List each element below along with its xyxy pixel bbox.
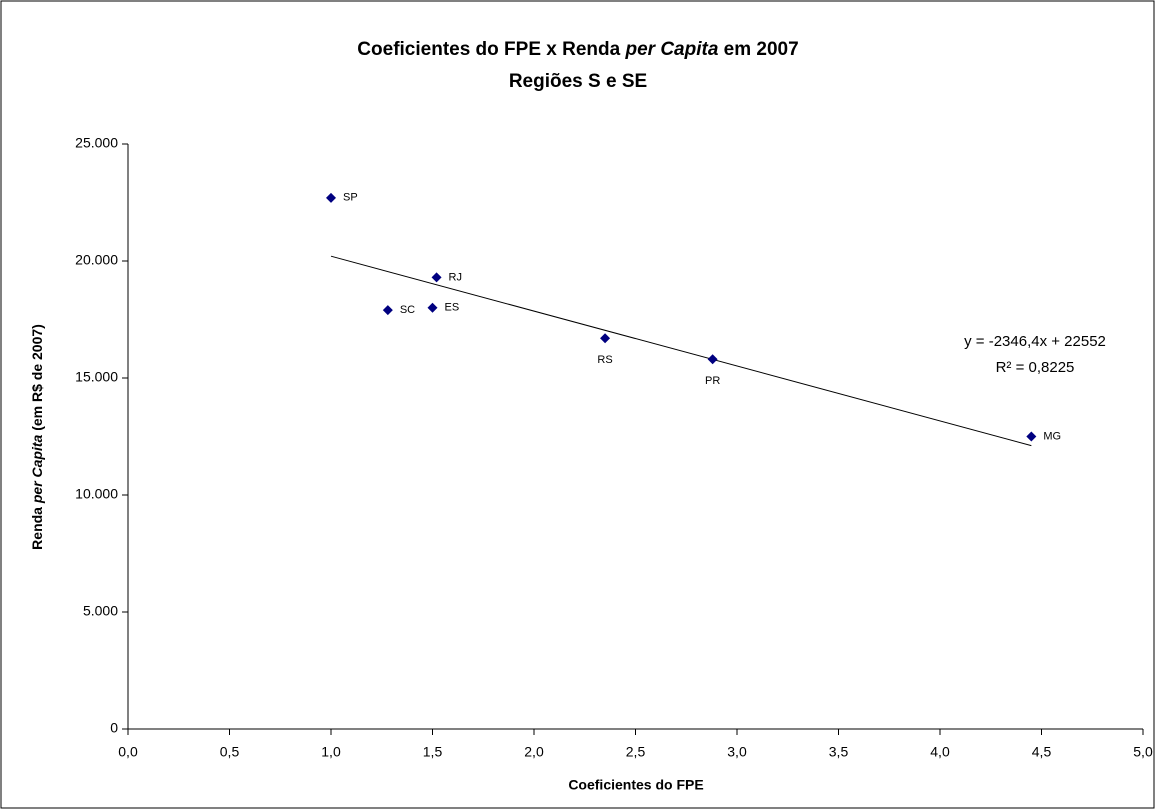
- point: [326, 192, 336, 203]
- y-tick-label: 25.000: [75, 135, 118, 151]
- point: [600, 333, 611, 344]
- x-axis-label: Coeficientes do FPE: [568, 777, 703, 793]
- point: [431, 272, 442, 283]
- trend-r2: R² = 0,8225: [996, 359, 1075, 376]
- x-tick-label: 5,0: [1133, 744, 1153, 760]
- chart-subtitle: Regiões S e SE: [509, 71, 647, 92]
- y-tick-label: 20.000: [75, 252, 118, 268]
- y-label-part: per Capita: [29, 434, 45, 504]
- x-tick-label: 1,0: [321, 744, 341, 760]
- point-label: ES: [445, 302, 460, 314]
- x-tick-label: 2,0: [524, 744, 544, 760]
- trendline: [330, 255, 1032, 447]
- point: [1026, 431, 1037, 442]
- title-part: per Capita: [624, 39, 718, 60]
- x-tick-label: 2,5: [626, 744, 646, 760]
- y-tick-label: 15.000: [75, 369, 118, 385]
- point-label: SC: [400, 304, 415, 316]
- y-axis-label: Renda per Capita (em R$ de 2007): [29, 324, 45, 550]
- point-label: RJ: [449, 271, 462, 283]
- point-label: SP: [343, 192, 358, 204]
- x-tick-label: 4,0: [930, 744, 950, 760]
- x-tick-label: 4,5: [1032, 744, 1052, 760]
- x-tick-label: 3,0: [727, 744, 747, 760]
- y-tick-label: 0: [110, 720, 118, 736]
- y-tick-label: 5.000: [83, 603, 118, 619]
- point-label: RS: [597, 354, 612, 366]
- y-tick-label: 10.000: [75, 486, 118, 502]
- y-label-part: (em R$ de 2007): [29, 324, 45, 435]
- point-label: MG: [1043, 430, 1061, 442]
- x-tick-label: 1,5: [423, 744, 443, 760]
- x-tick-label: 0,5: [220, 744, 240, 760]
- point: [707, 354, 718, 365]
- title-part: em 2007: [718, 39, 798, 60]
- chart-title: Coeficientes do FPE x Renda per Capita e…: [357, 39, 798, 60]
- trend-equation: y = -2346,4x + 22552: [964, 333, 1106, 350]
- x-tick-label: 0,0: [118, 744, 138, 760]
- point: [427, 302, 438, 313]
- title-part: Coeficientes do FPE x Renda: [357, 39, 625, 60]
- point: [382, 305, 393, 316]
- y-label-part: Renda: [29, 503, 45, 550]
- x-tick-label: 3,5: [829, 744, 849, 760]
- point-label: PR: [705, 375, 720, 387]
